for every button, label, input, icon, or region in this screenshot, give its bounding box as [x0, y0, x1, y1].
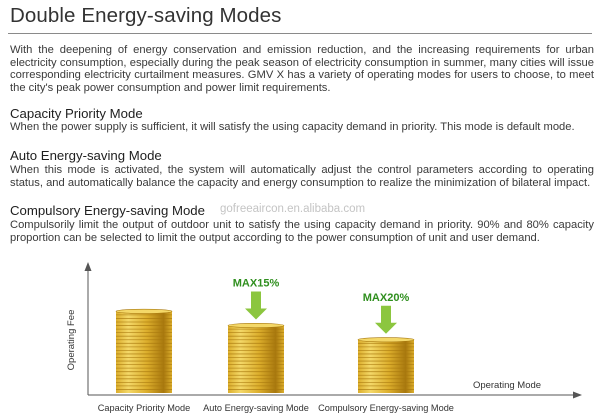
stack-label-1: Capacity Priority Mode — [98, 403, 190, 413]
intro-paragraph: With the deepening of energy conservatio… — [10, 44, 594, 94]
x-axis-label: Operating Mode — [473, 380, 541, 391]
stack-label-2: Auto Energy-saving Mode — [203, 403, 309, 413]
compulsory-energy-saving-heading: Compulsory Energy-saving Mode — [10, 203, 205, 218]
x-axis-arrowhead — [573, 391, 582, 399]
y-axis-label: Operating Fee — [66, 310, 77, 371]
down-arrow-icon-3 — [375, 305, 397, 334]
max-label-2: MAX15% — [233, 278, 280, 290]
coin-stack-1 — [115, 308, 173, 393]
y-axis-arrowhead — [84, 262, 92, 271]
title-divider — [8, 33, 592, 34]
stack-label-3: Compulsory Energy-saving Mode — [318, 403, 454, 413]
down-arrow-icon-2 — [245, 291, 267, 320]
coin-stack-3 — [357, 337, 415, 393]
capacity-priority-text: When the power supply is sufficient, it … — [10, 121, 575, 133]
page-title: Double Energy-saving Modes — [10, 4, 282, 27]
capacity-priority-heading: Capacity Priority Mode — [10, 106, 143, 121]
auto-energy-saving-heading: Auto Energy-saving Mode — [10, 148, 162, 163]
auto-energy-saving-text: When this mode is activated, the system … — [10, 164, 594, 189]
coin-stack-2 — [227, 323, 285, 393]
watermark: gofreeaircon.en.alibaba.com — [220, 203, 366, 215]
max-label-3: MAX20% — [363, 292, 410, 304]
compulsory-energy-saving-text: Compulsorily limit the output of outdoor… — [10, 219, 594, 244]
